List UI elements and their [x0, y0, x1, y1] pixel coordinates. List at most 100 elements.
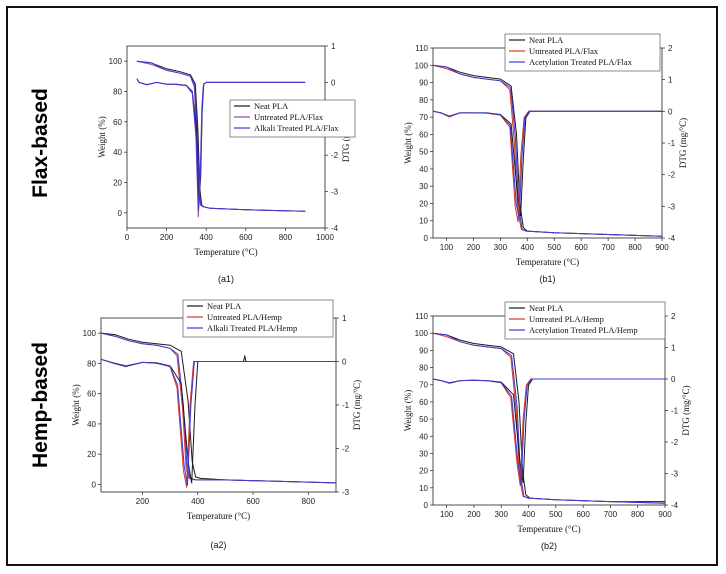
x-tick-label: 0 — [125, 233, 130, 242]
x-tick-label: 200 — [160, 233, 174, 242]
legend-entry: Untreated PLA/Flax — [529, 46, 599, 56]
y-tick-label: 100 — [109, 57, 123, 66]
x-tick-label: 1000 — [316, 233, 334, 242]
y-tick-label: 30 — [419, 449, 428, 458]
x-tick-label: 900 — [658, 510, 672, 519]
legend-entry: Alkali Treated PLA/Hemp — [207, 323, 297, 333]
y2-tick-label: 2 — [671, 312, 676, 321]
weight-series-2 — [432, 64, 663, 237]
y-axis-label: Weight (%) — [71, 384, 81, 426]
y2-tick-label: -1 — [342, 401, 350, 410]
x-tick-label: 900 — [655, 243, 669, 252]
y-tick-label: 60 — [87, 390, 96, 399]
y-tick-label: 40 — [419, 165, 428, 174]
legend-entry: Untreated PLA/Hemp — [207, 312, 282, 322]
x-tick-label: 400 — [200, 233, 214, 242]
x-axis-label: Temperature (°C) — [194, 247, 257, 257]
y2-tick-label: -3 — [668, 202, 676, 211]
y-tick-label: 100 — [83, 329, 97, 338]
y-tick-label: 0 — [424, 501, 429, 510]
x-tick-label: 500 — [549, 510, 563, 519]
chart-b2: 100 200 300 400 500 600 700 800 9000102030405060… — [403, 301, 691, 551]
dtg-series-2 — [100, 358, 336, 488]
x-tick-label: 100 — [440, 243, 454, 252]
y-tick-label: 20 — [419, 199, 428, 208]
y-tick-label: 60 — [419, 398, 428, 407]
weight-series-1 — [432, 64, 663, 237]
legend-entry: Neat PLA — [207, 301, 242, 311]
y-tick-label: 90 — [419, 346, 428, 355]
y-axis-label: Weight (%) — [97, 116, 107, 158]
x-tick-label: 200 — [136, 497, 150, 506]
legend-entry: Neat PLA — [254, 101, 289, 111]
y2-tick-label: -1 — [668, 139, 676, 148]
legend-box — [504, 33, 661, 72]
y2-tick-label: -3 — [342, 488, 350, 497]
x-tick-label: 400 — [191, 497, 205, 506]
legend-box — [229, 99, 356, 138]
y2-tick-label: -2 — [342, 445, 350, 454]
x-tick-label: 800 — [302, 497, 316, 506]
legend-entry: Acetylation Treated PLA/Hemp — [529, 325, 638, 335]
y2-tick-label: 0 — [668, 107, 673, 116]
y-tick-label: 110 — [415, 44, 428, 53]
y2-tick-label: 1 — [342, 314, 347, 323]
weight-series-1 — [432, 332, 665, 503]
y-tick-label: 50 — [419, 148, 428, 157]
y-tick-label: 80 — [113, 88, 122, 97]
y-tick-label: 20 — [87, 450, 96, 459]
y-tick-label: 70 — [419, 113, 428, 122]
y-tick-label: 80 — [419, 96, 428, 105]
x-tick-label: 600 — [574, 243, 588, 252]
x-tick-label: 700 — [604, 510, 618, 519]
dtg-series-3 — [100, 358, 336, 486]
y-axis-label: Weight (%) — [403, 122, 413, 164]
y2-tick-label: 0 — [331, 78, 336, 87]
y2-tick-label: 2 — [668, 44, 673, 53]
dtg-series-2 — [136, 78, 306, 218]
chart-b1: 100 200 300 400 500 600 700 800 9000102030405060… — [403, 33, 688, 284]
y2-tick-label: 1 — [331, 42, 336, 51]
dtg-series-1 — [136, 78, 306, 207]
panel-caption: (b2) — [541, 541, 557, 551]
y-tick-label: 40 — [419, 432, 428, 441]
legend-entry: Neat PLA — [529, 35, 564, 45]
x-axis-label: Temperature (°C) — [517, 524, 580, 534]
y-tick-label: 50 — [419, 415, 428, 424]
y2-tick-label: 0 — [342, 358, 347, 367]
x-tick-label: 800 — [631, 510, 645, 519]
y-tick-label: 80 — [87, 359, 96, 368]
legend-entry: Acetylation Treated PLA/Flax — [529, 57, 633, 67]
x-tick-label: 200 — [467, 510, 481, 519]
y2-tick-label: -1 — [671, 407, 679, 416]
weight-series-2 — [432, 332, 666, 504]
y2-tick-label: -2 — [671, 438, 679, 447]
dtg-series-2 — [432, 110, 662, 223]
y-tick-label: 30 — [419, 182, 428, 191]
plot-area — [432, 315, 666, 506]
y-tick-label: 70 — [419, 381, 428, 390]
weight-series-3 — [136, 60, 306, 212]
x-tick-label: 500 — [548, 243, 562, 252]
y2-tick-label: 1 — [671, 344, 676, 353]
dtg-series-3 — [136, 78, 306, 210]
x-tick-label: 200 — [467, 243, 481, 252]
y2-axis-label: DTG (mg/°C) — [352, 380, 362, 430]
weight-series-3 — [100, 332, 337, 484]
weight-series-1 — [100, 332, 337, 484]
y-axis-label: Weight (%) — [403, 390, 413, 432]
y2-tick-label: -2 — [331, 151, 339, 160]
panel-caption: (b1) — [539, 274, 555, 284]
x-tick-label: 600 — [239, 233, 253, 242]
weight-series-3 — [432, 332, 666, 504]
y2-tick-label: -3 — [331, 188, 339, 197]
x-tick-label: 300 — [495, 510, 509, 519]
y-tick-label: 80 — [419, 364, 428, 373]
x-tick-label: 800 — [628, 243, 642, 252]
weight-series-3 — [432, 64, 663, 237]
dtg-series-1 — [100, 354, 336, 484]
